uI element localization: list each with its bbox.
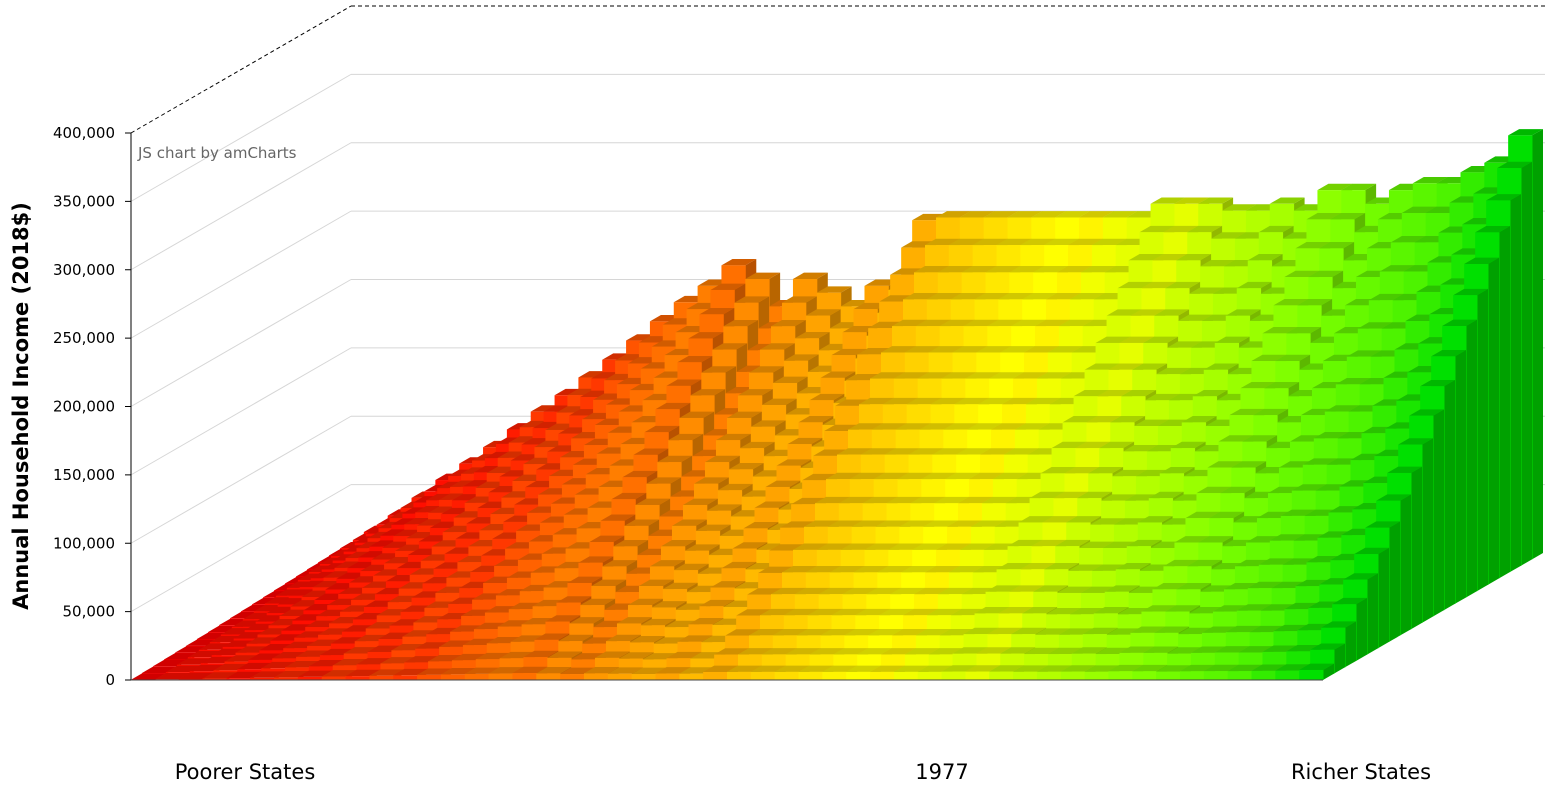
bar [608,674,632,680]
bar-side [1356,598,1367,661]
bar [1061,672,1085,680]
bar [822,672,846,680]
gridline-side [131,6,351,133]
y-tick-label: 250,000 [53,329,115,347]
bars-layer [131,129,1543,680]
y-tick-label: 400,000 [53,124,115,142]
bar [870,672,894,680]
bar [632,674,656,680]
bar-side [1488,258,1499,585]
bar-side [1444,380,1455,610]
bar [1132,671,1156,680]
bar-side [1422,438,1433,623]
bar-side [1378,548,1389,648]
bar [846,672,870,680]
bar [536,673,560,680]
gridline-side [131,416,351,543]
gridline-side [131,348,351,475]
bar-side [1532,129,1543,559]
bar [894,672,918,680]
bar [1299,670,1323,680]
bar [584,673,608,680]
bar-side [1521,162,1532,566]
bar-side [1466,320,1477,598]
bar [512,673,536,680]
x-axis-label-center: 1977 [915,760,968,783]
bar-side [1345,621,1356,667]
bar [799,672,823,680]
gridline-side [131,211,351,338]
bar-side [1433,409,1444,616]
bar [346,676,370,680]
y-tick-label: 150,000 [53,466,115,484]
x-axis-label-left: Poorer States [175,760,316,783]
bar [1228,671,1252,680]
y-tick-label: 300,000 [53,261,115,279]
bar-side [1367,573,1378,654]
bar-side [1411,467,1422,630]
bar [1204,671,1228,680]
bar [727,672,751,680]
bar [1108,671,1132,680]
bar [965,672,989,680]
bar [465,674,489,680]
gridline-side [131,74,351,201]
bar [1156,672,1180,680]
bar [751,672,775,680]
bar [989,672,1013,680]
bar [703,672,727,680]
x-axis-label-right: Richer States [1291,760,1431,783]
y-tick-label: 350,000 [53,192,115,210]
bar [1275,671,1299,680]
bar [942,672,966,680]
gridline-side [131,280,351,407]
bar-side [1455,350,1466,604]
bar [1180,671,1204,680]
y-axis-label: Annual Household Income (2018$) [9,202,33,610]
bar [441,674,465,680]
bar [393,675,417,680]
bar [1037,672,1061,680]
bar [1013,672,1037,680]
y-tick-label: 200,000 [53,398,115,416]
bar-side [1499,226,1510,578]
bar [489,674,513,680]
bar [775,672,799,680]
bar [417,675,441,680]
bar [1251,671,1275,680]
bar [918,672,942,680]
bar-side [1477,289,1488,591]
y-tick-label: 0 [105,671,115,689]
amcharts-credit[interactable]: JS chart by amCharts [137,144,297,162]
bar [369,676,393,680]
bar [322,677,346,680]
bar-side [1389,521,1400,641]
bar-side [1510,194,1521,572]
y-tick-label: 50,000 [63,603,116,621]
y-tick-label: 100,000 [53,534,115,552]
bar-side [1400,494,1411,635]
bar [1085,672,1109,680]
bar [560,674,584,680]
bar [655,674,679,680]
bar [679,674,703,680]
